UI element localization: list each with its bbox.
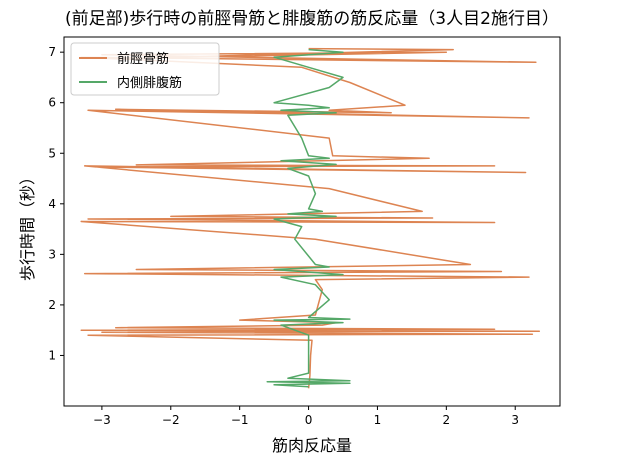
series-layer: [80, 47, 541, 389]
plot-area-frame: [63, 36, 561, 407]
y-tick-label: 2: [48, 298, 56, 312]
chart-title: (前足部)歩行時の前脛骨筋と腓腹筋の筋反応量（3人目2施行目）: [65, 9, 559, 29]
y-tick-label: 1: [48, 348, 56, 362]
y-tick-label: 7: [48, 45, 56, 59]
y-axis-label: 歩行時間（秒）: [18, 169, 37, 281]
y-tick-label: 3: [48, 247, 56, 261]
x-axis: −3 −2 −1 0 1 2 3: [93, 406, 519, 427]
y-tick-label: 6: [48, 96, 56, 110]
legend-label-2: 内側腓腹筋: [117, 75, 182, 91]
y-tick-label: 4: [48, 197, 56, 211]
x-tick-label: −1: [231, 413, 249, 427]
x-tick-label: −2: [162, 413, 180, 427]
x-axis-label: 筋肉反応量: [272, 436, 352, 455]
x-tick-label: 3: [511, 413, 519, 427]
x-tick-label: 0: [305, 413, 313, 427]
series-line-2: [266, 48, 351, 388]
y-tick-label: 5: [48, 146, 56, 160]
y-axis: 1 2 3 4 5 6 7: [48, 45, 64, 362]
legend-box: [70, 42, 220, 96]
legend-label-1: 前脛骨筋: [117, 51, 169, 67]
x-tick-label: 1: [374, 413, 382, 427]
series-line-1: [80, 47, 541, 389]
x-tick-label: 2: [443, 413, 451, 427]
x-tick-label: −3: [93, 413, 111, 427]
